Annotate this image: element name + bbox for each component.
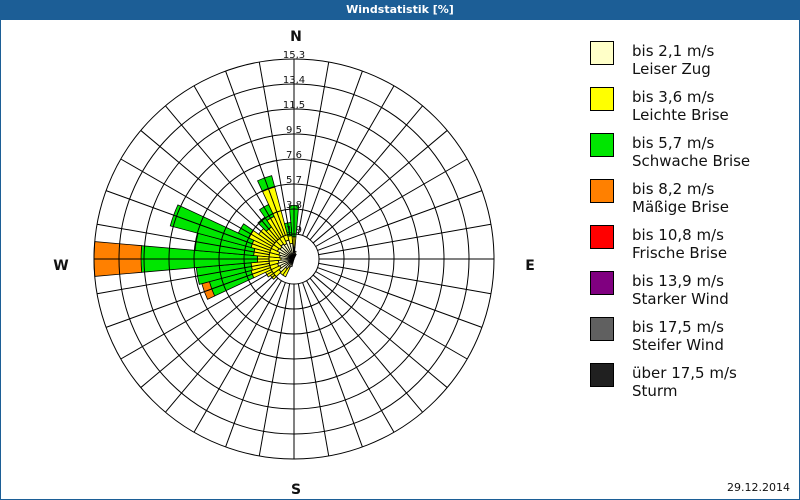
radial-tick-label: 11,5 <box>283 100 305 111</box>
radial-tick-label: 15,3 <box>283 50 305 61</box>
legend-swatch <box>590 87 614 111</box>
chart-title: Windstatistik [%] <box>0 0 800 20</box>
wind-rose-chart: 1,9 3,8 5,7 7,6 9,5 11,5 13,4 15,3 N E S W <box>53 29 535 498</box>
legend-swatch <box>590 179 614 203</box>
legend-swatch <box>590 317 614 341</box>
radial-tick-label: 3,8 <box>286 200 302 211</box>
legend-swatch <box>590 133 614 157</box>
legend-label: Starker Wind <box>632 290 729 308</box>
legend-label: Frische Brise <box>632 244 728 262</box>
radial-tick-label: 1,9 <box>286 225 302 236</box>
polar-grid <box>93 58 495 460</box>
legend-label: Schwache Brise <box>632 152 751 170</box>
cardinal-east: E <box>525 258 535 274</box>
legend-swatch <box>590 363 614 387</box>
radial-tick-label: 5,7 <box>286 175 302 186</box>
cardinal-west: W <box>53 258 68 274</box>
legend-swatch <box>590 271 614 295</box>
legend-speed: bis 5,7 m/s <box>632 134 715 152</box>
petal-segment <box>284 222 293 237</box>
cardinal-north: N <box>290 29 302 45</box>
legend-speed: bis 13,9 m/s <box>632 272 724 290</box>
legend-speed: über 17,5 m/s <box>632 364 737 382</box>
legend-label: Mäßige Brise <box>632 198 729 216</box>
radial-tick-label: 7,6 <box>286 150 302 161</box>
cardinal-south: S <box>291 482 301 498</box>
legend-label: Steifer Wind <box>632 336 724 354</box>
legend-speed: bis 17,5 m/s <box>632 318 724 336</box>
petal-segment <box>293 253 297 260</box>
legend-speed: bis 3,6 m/s <box>632 88 715 106</box>
radial-tick-label: 9,5 <box>286 125 302 136</box>
legend-label: Sturm <box>632 382 678 400</box>
legend-swatch <box>590 225 614 249</box>
legend-speed: bis 8,2 m/s <box>632 180 715 198</box>
legend-label: Leiser Zug <box>632 60 711 78</box>
legend-speed: bis 10,8 m/s <box>632 226 724 244</box>
legend-label: Leichte Brise <box>632 106 729 124</box>
radial-tick-labels: 1,9 3,8 5,7 7,6 9,5 11,5 13,4 15,3 <box>283 50 305 236</box>
legend-swatch <box>590 41 614 65</box>
date-stamp: 29.12.2014 <box>727 481 790 494</box>
radial-tick-label: 13,4 <box>283 75 305 86</box>
legend-speed: bis 2,1 m/s <box>632 42 715 60</box>
